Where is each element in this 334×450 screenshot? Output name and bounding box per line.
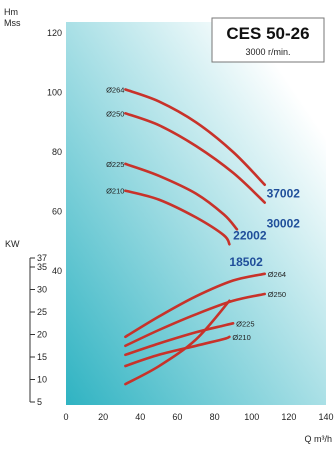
x-tick-label: 140 [318, 412, 333, 422]
head-axis-label-hm: Hm [4, 7, 18, 17]
head-curve [124, 112, 266, 204]
head-axis-label-mss: Mss [4, 18, 21, 28]
model-number-label: 22002 [233, 228, 267, 242]
power-curve [124, 292, 266, 348]
power-curve [124, 335, 231, 368]
kw-tick-label: 20 [37, 330, 47, 340]
kw-tick-label: 35 [37, 262, 47, 272]
x-axis: 0 20 40 60 80 100 120 140 [63, 412, 333, 422]
head-curve [124, 162, 239, 231]
chart-title: CES 50-26 [226, 24, 309, 43]
kw-tick-label: 25 [37, 307, 47, 317]
model-number-label: 18502 [229, 255, 263, 269]
power-curve-label: Ø264 [268, 270, 286, 279]
x-tick-label: 40 [135, 412, 145, 422]
head-tick-label: 120 [47, 28, 62, 38]
x-tick-label: 80 [210, 412, 220, 422]
chart-subtitle: 3000 r/min. [245, 47, 290, 57]
x-tick-label: 100 [244, 412, 259, 422]
head-curve-label: Ø210 [106, 187, 124, 196]
head-tick-label: 80 [52, 147, 62, 157]
power-curve-label: Ø250 [268, 290, 286, 299]
x-tick-label: 60 [172, 412, 182, 422]
head-tick-label: 40 [52, 266, 62, 276]
kw-tick-label: 37 [37, 253, 47, 263]
x-axis-unit-label: Q m³/h [304, 434, 332, 444]
model-number-label: 37002 [267, 187, 301, 201]
head-tick-label: 60 [52, 207, 62, 217]
head-curve-label: Ø250 [106, 109, 124, 118]
head-curve-label: Ø264 [106, 86, 124, 95]
kw-tick-label: 30 [37, 285, 47, 295]
head-curves: Ø264 Ø250 Ø225 Ø210 [106, 86, 266, 246]
head-curve [124, 88, 266, 186]
npsh-curve-line [124, 299, 231, 386]
x-tick-label: 20 [98, 412, 108, 422]
head-axis: 120 100 80 60 40 [47, 28, 62, 276]
head-tick-label: 100 [47, 88, 62, 98]
kw-tick-label: 10 [37, 375, 47, 385]
power-curve-label: Ø225 [236, 319, 254, 328]
power-curve-label: Ø210 [232, 333, 250, 342]
kw-tick-label: 5 [37, 397, 42, 407]
x-tick-label: 0 [63, 412, 68, 422]
title-box: CES 50-26 3000 r/min. [211, 17, 325, 63]
power-curve [124, 322, 235, 357]
npsh-curve [124, 299, 231, 386]
kw-axis-label: KW [5, 239, 20, 249]
x-tick-label: 120 [281, 412, 296, 422]
head-curve-label: Ø225 [106, 160, 124, 169]
power-curves: Ø264 Ø250 Ø225 Ø210 [124, 270, 286, 368]
kw-tick-label: 15 [37, 352, 47, 362]
model-number-label: 30002 [267, 216, 301, 230]
power-curve [124, 272, 266, 339]
plot-area-gradient [66, 22, 326, 405]
head-curve [124, 189, 231, 246]
